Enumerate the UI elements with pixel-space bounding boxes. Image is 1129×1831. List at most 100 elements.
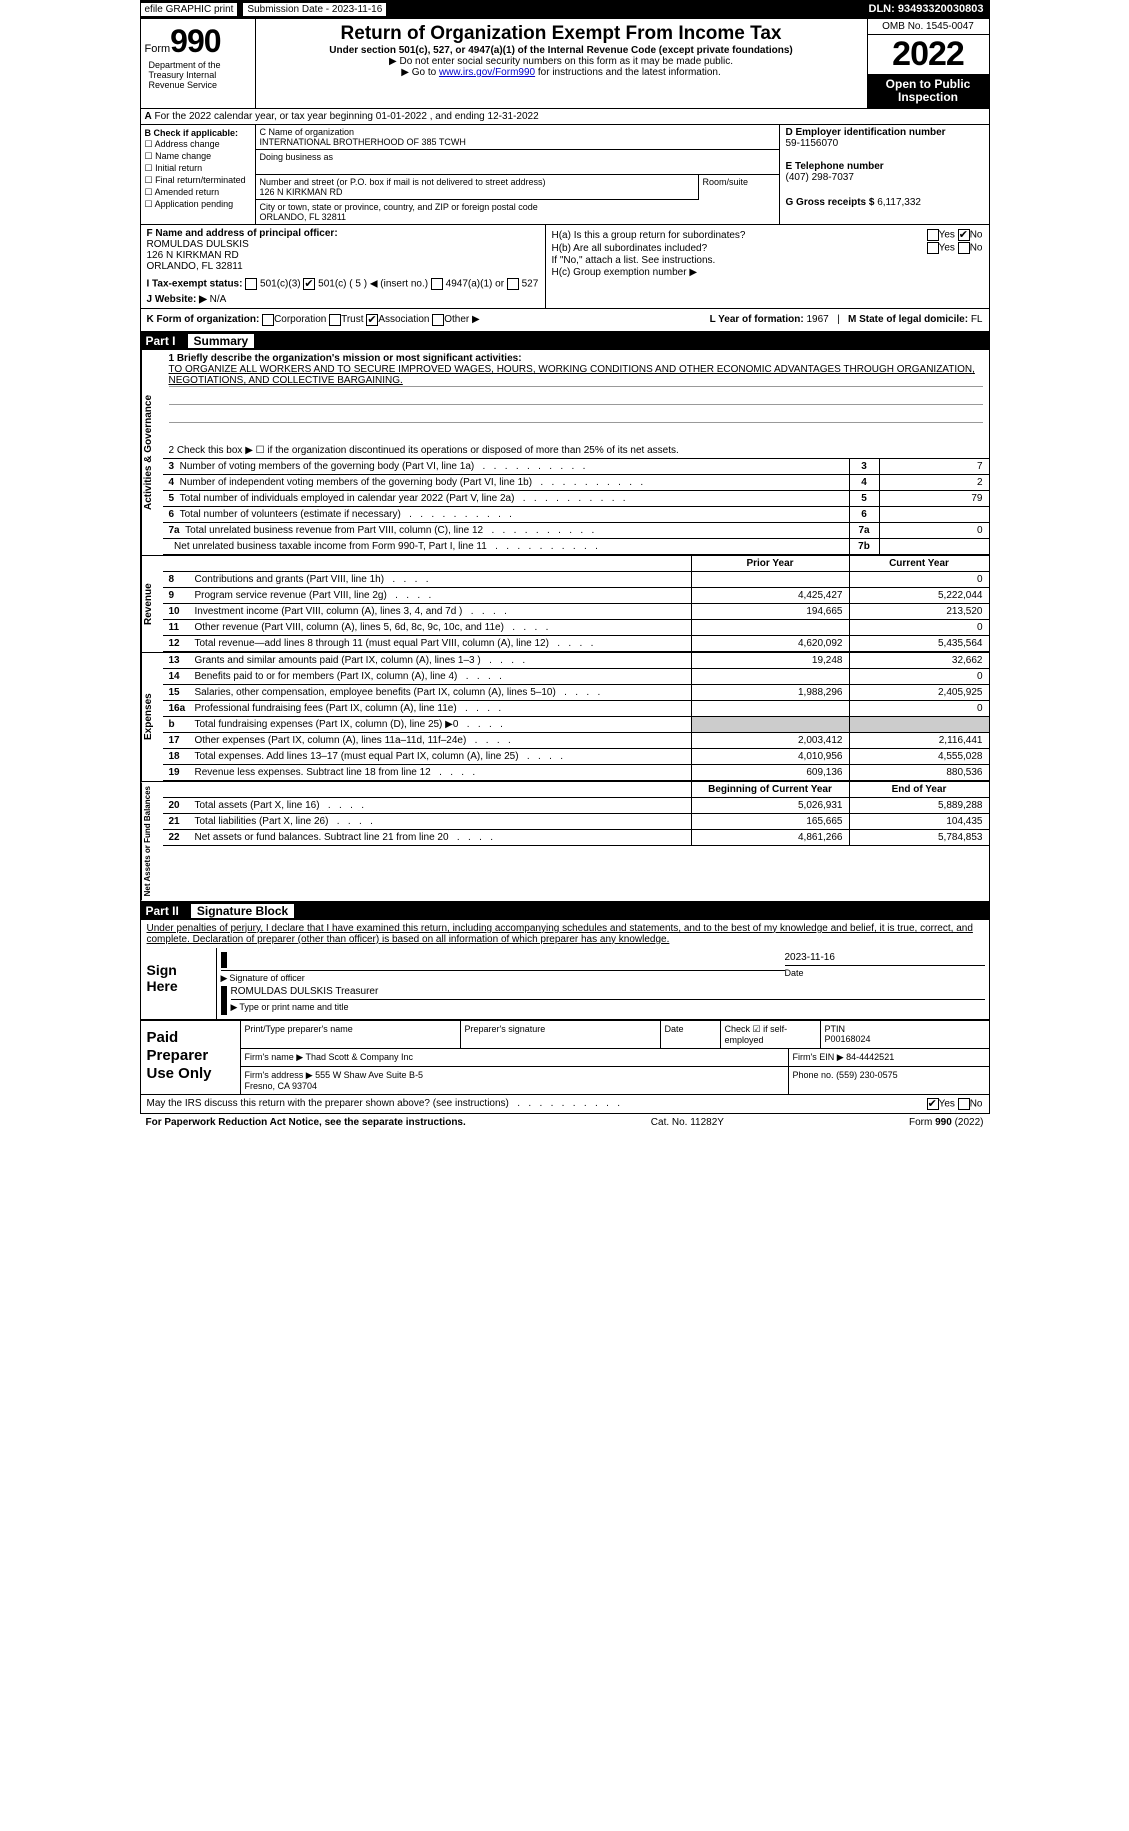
cy-15: 2,405,925 [849, 685, 989, 700]
form-number: 990 [170, 23, 220, 59]
py-8 [691, 572, 849, 587]
main-title: Return of Organization Exempt From Incom… [260, 23, 863, 45]
telephone: (407) 298-7037 [786, 172, 983, 183]
prior-year-head: Prior Year [691, 556, 849, 571]
chk-address-change[interactable]: ☐ Address change [145, 139, 251, 150]
state-domicile: FL [971, 314, 983, 325]
py-21: 165,665 [691, 814, 849, 829]
vtab-na: Net Assets or Fund Balances [141, 782, 163, 900]
current-year-head: Current Year [849, 556, 989, 571]
gross-receipts: 6,117,332 [877, 197, 921, 208]
sign-here-label: Sign Here [141, 948, 217, 1019]
firm-addr: 555 W Shaw Ave Suite B-5 [315, 1070, 423, 1080]
chk-amended[interactable]: ☐ Amended return [145, 187, 251, 198]
gov-val-7a: 0 [879, 523, 989, 538]
penalty-text: Under penalties of perjury, I declare th… [141, 920, 989, 948]
website: N/A [210, 294, 227, 305]
ha-no[interactable] [958, 229, 970, 241]
gov-val-4: 2 [879, 475, 989, 490]
discuss-no[interactable] [958, 1098, 970, 1110]
cy-21: 104,435 [849, 814, 989, 829]
part2-bar: Part IISignature Block [140, 902, 990, 920]
cy-8: 0 [849, 572, 989, 587]
ptin: P00168024 [825, 1034, 871, 1044]
py-15: 1,988,296 [691, 685, 849, 700]
chk-name-change[interactable]: ☐ Name change [145, 151, 251, 162]
form-word: Form [145, 43, 171, 55]
py-19: 609,136 [691, 765, 849, 780]
org-address: 126 N KIRKMAN RD [260, 187, 343, 197]
chk-final-return[interactable]: ☐ Final return/terminated [145, 175, 251, 186]
top-bar: efile GRAPHIC print Submission Date - 20… [140, 0, 990, 18]
na-head1: Beginning of Current Year [691, 782, 849, 797]
chk-pending[interactable]: ☐ Application pending [145, 199, 251, 210]
note2: ▶ Go to www.irs.gov/Form990 for instruct… [260, 67, 863, 78]
col-c: C Name of organizationINTERNATIONAL BROT… [256, 125, 779, 224]
dln-label: DLN: 93493320030803 [869, 3, 990, 15]
form-cell: Form990 Department of the Treasury Inter… [141, 19, 256, 108]
cy-22: 5,784,853 [849, 830, 989, 845]
py-12: 4,620,092 [691, 636, 849, 651]
part1-bar: Part ISummary [140, 332, 990, 350]
py-b [691, 717, 849, 732]
chk-501c3[interactable] [245, 278, 257, 290]
sig-date: 2023-11-16 [785, 952, 985, 963]
firm-name: Thad Scott & Company Inc [306, 1052, 414, 1062]
cy-10: 213,520 [849, 604, 989, 619]
vtab-rev: Revenue [141, 556, 163, 652]
firm-ein: 84-4442521 [846, 1052, 894, 1062]
submission-date: Submission Date - 2023-11-16 [242, 2, 387, 17]
py-18: 4,010,956 [691, 749, 849, 764]
year-formation: 1967 [806, 314, 828, 325]
py-22: 4,861,266 [691, 830, 849, 845]
k-corp[interactable] [262, 314, 274, 326]
k-other[interactable] [432, 314, 444, 326]
year-cell: OMB No. 1545-0047 2022 Open to Public In… [867, 19, 989, 108]
omb-number: OMB No. 1545-0047 [868, 19, 989, 35]
paperwork-notice: For Paperwork Reduction Act Notice, see … [146, 1117, 466, 1128]
h-box: H(a) Is this a group return for subordin… [546, 225, 989, 308]
self-employed-check[interactable]: Check ☑ if self-employed [721, 1021, 821, 1048]
cy-19: 880,536 [849, 765, 989, 780]
ha-yes[interactable] [927, 229, 939, 241]
k-assoc[interactable] [366, 314, 378, 326]
py-10: 194,665 [691, 604, 849, 619]
chk-4947[interactable] [431, 278, 443, 290]
ein-value: 59-1156070 [786, 138, 983, 149]
dept-label: Department of the Treasury Internal Reve… [145, 60, 251, 92]
cy-17: 2,116,441 [849, 733, 989, 748]
cy-14: 0 [849, 669, 989, 684]
py-20: 5,026,931 [691, 798, 849, 813]
cy-9: 5,222,044 [849, 588, 989, 603]
gov-val-6 [879, 507, 989, 522]
mission-block: 1 Briefly describe the organization's mi… [163, 350, 989, 443]
vtab-exp: Expenses [141, 653, 163, 781]
k-trust[interactable] [329, 314, 341, 326]
chk-527[interactable] [507, 278, 519, 290]
py-9: 4,425,427 [691, 588, 849, 603]
org-name: INTERNATIONAL BROTHERHOOD OF 385 TCWH [260, 137, 466, 147]
vtab-gov: Activities & Governance [141, 350, 163, 555]
col-d: D Employer identification number 59-1156… [779, 125, 989, 224]
officer-block: F Name and address of principal officer:… [141, 225, 546, 308]
tax-year: 2022 [868, 35, 989, 74]
gov-val-7b [879, 539, 989, 554]
cy-b [849, 717, 989, 732]
officer-name: ROMULDAS DULSKIS [147, 239, 249, 250]
mission-text: TO ORGANIZE ALL WORKERS AND TO SECURE IM… [169, 364, 975, 386]
discuss-text: May the IRS discuss this return with the… [147, 1098, 621, 1110]
hb-no[interactable] [958, 242, 970, 254]
hb-yes[interactable] [927, 242, 939, 254]
chk-501c[interactable] [303, 278, 315, 290]
discuss-yes[interactable] [927, 1098, 939, 1110]
chk-initial-return[interactable]: ☐ Initial return [145, 163, 251, 174]
gov-val-3: 7 [879, 459, 989, 474]
irs-link[interactable]: www.irs.gov/Form990 [439, 67, 535, 78]
note1: ▶ Do not enter social security numbers o… [260, 56, 863, 67]
cat-no: Cat. No. 11282Y [651, 1117, 724, 1128]
py-11 [691, 620, 849, 635]
firm-phone: (559) 230-0575 [836, 1070, 898, 1080]
cy-12: 5,435,564 [849, 636, 989, 651]
cy-18: 4,555,028 [849, 749, 989, 764]
cy-16a: 0 [849, 701, 989, 716]
